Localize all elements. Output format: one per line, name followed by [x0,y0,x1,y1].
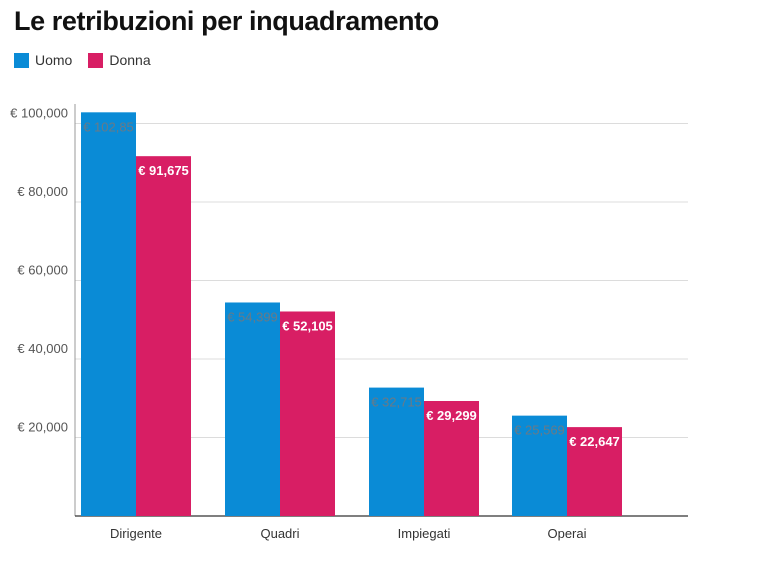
data-label-quadri-donna: € 52,105 [282,318,333,333]
bar-operai-donna [567,427,622,516]
legend-swatch-donna [88,52,104,68]
x-tick-label-impiegati: Impiegati [398,526,451,541]
chart-title: Le retribuzioni per inquadramento [14,6,439,36]
x-tick-label-quadri: Quadri [260,526,299,541]
data-label-quadri-uomo: € 54,399 [227,309,278,324]
bar-operai-uomo [512,415,567,516]
data-label-impiegati-donna: € 29,299 [426,408,477,423]
y-tick-label-40000: € 40,000 [17,341,68,356]
data-label-operai-uomo: € 25,569 [514,423,565,438]
bar-impiegati-donna [424,401,479,516]
bar-quadri-uomo [225,302,280,516]
x-tick-label-operai: Operai [547,526,586,541]
y-tick-label-60000: € 60,000 [17,263,68,278]
legend-item-uomo: Uomo [14,52,72,68]
legend: Uomo Donna [14,52,167,68]
data-label-operai-donna: € 22,647 [569,434,620,449]
bar-dirigente-uomo [81,112,136,516]
bar-impiegati-uomo [369,387,424,516]
bar-quadri-donna [280,311,335,516]
bar-dirigente-donna [136,156,191,516]
data-label-impiegati-uomo: € 32,715 [371,395,422,410]
data-label-dirigente-donna: € 91,675 [138,163,189,178]
x-tick-label-dirigente: Dirigente [110,526,162,541]
y-tick-label-80000: € 80,000 [17,184,68,199]
legend-item-donna: Donna [88,52,151,68]
legend-swatch-uomo [14,52,29,68]
data-label-dirigente-uomo: € 102,85 [83,119,134,134]
y-tick-label-20000: € 20,000 [17,420,68,435]
y-tick-label-100000: € 100,000 [10,106,68,121]
legend-label-uomo: Uomo [35,52,73,68]
legend-label-donna: Donna [109,52,151,68]
